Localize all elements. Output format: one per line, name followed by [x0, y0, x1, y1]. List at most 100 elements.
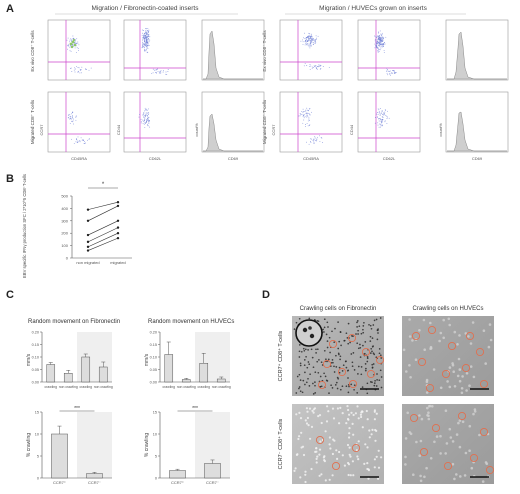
micrograph-cell: [314, 392, 317, 394]
micrograph-cell: [302, 453, 306, 457]
flow-dot: [383, 37, 385, 39]
flow-dot: [376, 45, 378, 47]
flow-dot: [378, 44, 379, 46]
panel-b-ytick-label: 500: [61, 194, 68, 199]
flow-dot: [83, 140, 85, 142]
micrograph-cell: [365, 409, 368, 413]
flow-dot: [156, 72, 157, 74]
panel-b-point: [86, 240, 90, 244]
flow-dot: [74, 68, 76, 70]
flow-dot: [141, 47, 143, 49]
flow-dot: [142, 46, 144, 48]
flow-dot: [384, 111, 386, 113]
micrograph-cell: [438, 339, 441, 343]
chart-ytick-label: 0.15: [32, 343, 39, 347]
micrograph-cell: [347, 391, 350, 394]
flow-dot: [146, 120, 148, 121]
flow-dot: [73, 69, 75, 71]
micrograph-cell: [345, 366, 348, 369]
flow-dot: [156, 68, 158, 70]
flow-plot-ccr7-cd45ra-exvivo-fibro: [47, 19, 111, 81]
flow-dot: [145, 29, 147, 31]
micrograph-cell: [338, 371, 341, 374]
micrograph-cell: [315, 457, 318, 460]
speed-ylabel-right: mm/s: [144, 353, 150, 366]
flow-dot: [69, 50, 71, 52]
micrograph-cell: [347, 473, 350, 477]
flow-dot: [317, 65, 319, 67]
flow-dot: [376, 36, 378, 38]
flow-dot: [77, 136, 79, 138]
flow-dot: [379, 115, 381, 117]
panel-b-cat-migrated: migrated: [110, 260, 126, 265]
micrograph-cell: [376, 379, 378, 381]
flow-dot: [143, 112, 145, 114]
micrograph-cell: [304, 348, 307, 351]
micrograph-cell: [319, 385, 322, 388]
flow-dot: [310, 141, 312, 143]
micrograph-cell: [418, 454, 422, 458]
micrograph-cell: [308, 317, 311, 320]
chart-bar: [51, 433, 68, 479]
axis-label-cd44-1: CD44: [116, 124, 121, 135]
micrograph-cell: [364, 443, 367, 446]
flow-dot: [377, 122, 379, 124]
flow-dot: [318, 64, 320, 66]
micrograph-cell: [429, 345, 433, 349]
flow-dot: [309, 120, 310, 122]
micrograph-cell: [456, 343, 459, 346]
micrograph-cell: [325, 420, 329, 423]
panel-a: A Migration / Fibronectin-coated inserts…: [6, 3, 509, 161]
micrograph-cell: [329, 351, 331, 354]
chart-sig-stars: ***: [74, 406, 80, 412]
micrograph-cell: [336, 376, 339, 379]
flow-dot: [75, 141, 77, 143]
micrograph-cell: [298, 435, 301, 438]
flow-dot: [381, 32, 383, 34]
flow-dot: [70, 38, 72, 40]
group-left-title: Migration / Fibronectin-coated inserts: [92, 5, 200, 12]
flow-dot: [146, 47, 148, 49]
flow-dot: [140, 121, 142, 123]
panel-b-point: [116, 232, 120, 235]
micrograph-cell: [404, 455, 407, 459]
flow-dot: [165, 71, 167, 73]
flow-dot: [319, 140, 321, 142]
row-label-ex-vivo-right: Ex vivo CD8⁺ T-cells: [262, 30, 267, 72]
micrograph-cell: [367, 469, 371, 472]
micrograph-cell: [352, 413, 355, 417]
micrograph-cell: [324, 479, 327, 482]
micrograph-cell: [373, 382, 376, 384]
flow-dot: [143, 38, 145, 40]
flow-dot: [75, 137, 77, 139]
micrograph-cell: [304, 383, 306, 386]
flow-dot: [305, 42, 307, 44]
flow-dot: [308, 45, 310, 47]
micrograph-cell: [451, 362, 454, 365]
flow-dot: [377, 114, 379, 116]
micrograph-cell: [337, 321, 339, 323]
micrograph-cell: [308, 407, 312, 410]
micrograph-cell: [356, 405, 359, 408]
micrograph-cell: [304, 470, 307, 473]
flow-hist-cd69-exvivo-fibro: [201, 19, 265, 81]
flow-dot: [380, 43, 382, 45]
micrograph-cell: [333, 365, 335, 368]
micrograph-cell: [295, 453, 298, 456]
flow-dot: [305, 124, 306, 125]
crawling-cell-marker: [443, 461, 453, 471]
micrograph-cell: [350, 383, 353, 386]
micrograph-cell: [351, 365, 354, 368]
micrograph-cell: [357, 458, 360, 461]
micrograph-cell: [299, 476, 302, 479]
flow-dot: [148, 108, 150, 110]
micrograph-cell: [373, 466, 376, 469]
micrograph-cell: [374, 379, 376, 382]
chart-category-label: non crawling: [177, 385, 196, 389]
flow-dot: [374, 47, 376, 49]
flow-dot: [81, 66, 83, 68]
hist-shape-4: [447, 111, 507, 152]
flow-dot: [302, 43, 304, 45]
flow-dot: [311, 37, 313, 39]
micrograph-cell: [342, 364, 345, 367]
